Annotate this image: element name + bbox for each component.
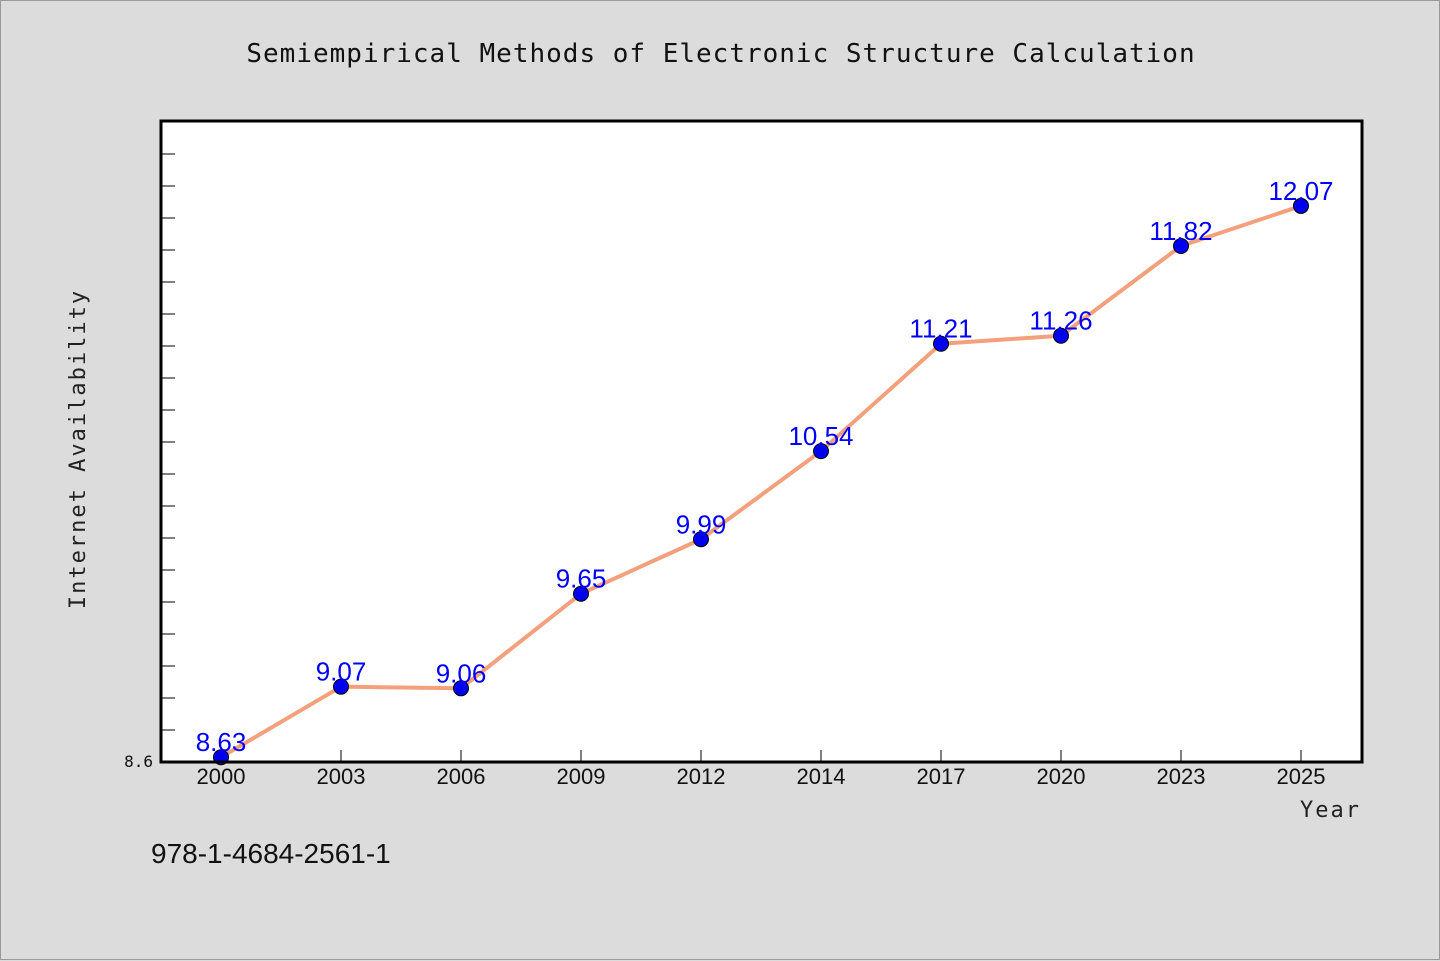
- x-axis-tick-labels: 2000 2003 2006 2009 2012 2014 2017 2020 2023 2025: [197, 764, 1326, 789]
- plot-area: [161, 121, 1362, 762]
- chart-title: Semiempirical Methods of Electronic Stru…: [246, 39, 1195, 69]
- data-label: 9.65: [556, 564, 607, 594]
- x-tick-label: 2017: [917, 764, 966, 789]
- y-axis-min-label: 8.6: [124, 752, 153, 771]
- data-point: [453, 680, 469, 697]
- x-tick-label: 2020: [1037, 764, 1086, 789]
- x-tick-label: 2000: [197, 764, 246, 789]
- data-label: 9.06: [436, 658, 487, 688]
- data-label: 8.63: [196, 727, 247, 757]
- x-tick-label: 2003: [317, 764, 366, 789]
- data-point: [573, 585, 589, 602]
- x-tick-label: 2009: [557, 764, 606, 789]
- data-label: 11.82: [1149, 216, 1212, 246]
- footer-code: 978-1-4684-2561-1: [151, 838, 391, 869]
- data-label: 11.21: [909, 314, 972, 344]
- x-tick-label: 2023: [1157, 764, 1206, 789]
- data-point: [933, 335, 949, 352]
- data-label: 9.07: [316, 657, 367, 687]
- data-point: [1173, 237, 1189, 254]
- data-label-layer: 8.63 9.07 9.06 9.65 9.99 10.54 11.21 11.26 11.82…: [196, 176, 1334, 757]
- x-axis-label: Year: [1300, 798, 1361, 823]
- data-label: 11.26: [1029, 306, 1092, 336]
- data-point: [333, 678, 349, 695]
- data-label: 10.54: [788, 421, 853, 451]
- data-point: [693, 531, 709, 548]
- y-axis-label: Internet Availability: [66, 289, 91, 609]
- series-line: [219, 203, 1303, 760]
- data-label: 9.99: [676, 509, 727, 539]
- x-tick-label: 2006: [437, 764, 486, 789]
- plot-frame: [159, 119, 1364, 764]
- x-tick-label: 2025: [1277, 764, 1326, 789]
- x-tick-label: 2012: [677, 764, 726, 789]
- x-tick-label: 2014: [797, 764, 846, 789]
- data-point: [813, 443, 829, 460]
- series-layer: [219, 203, 1303, 760]
- marker-layer: [213, 197, 1309, 766]
- data-point: [1053, 327, 1069, 344]
- y-axis-ticks: [161, 153, 175, 731]
- data-point: [1293, 197, 1309, 214]
- data-label: 12.07: [1268, 176, 1333, 206]
